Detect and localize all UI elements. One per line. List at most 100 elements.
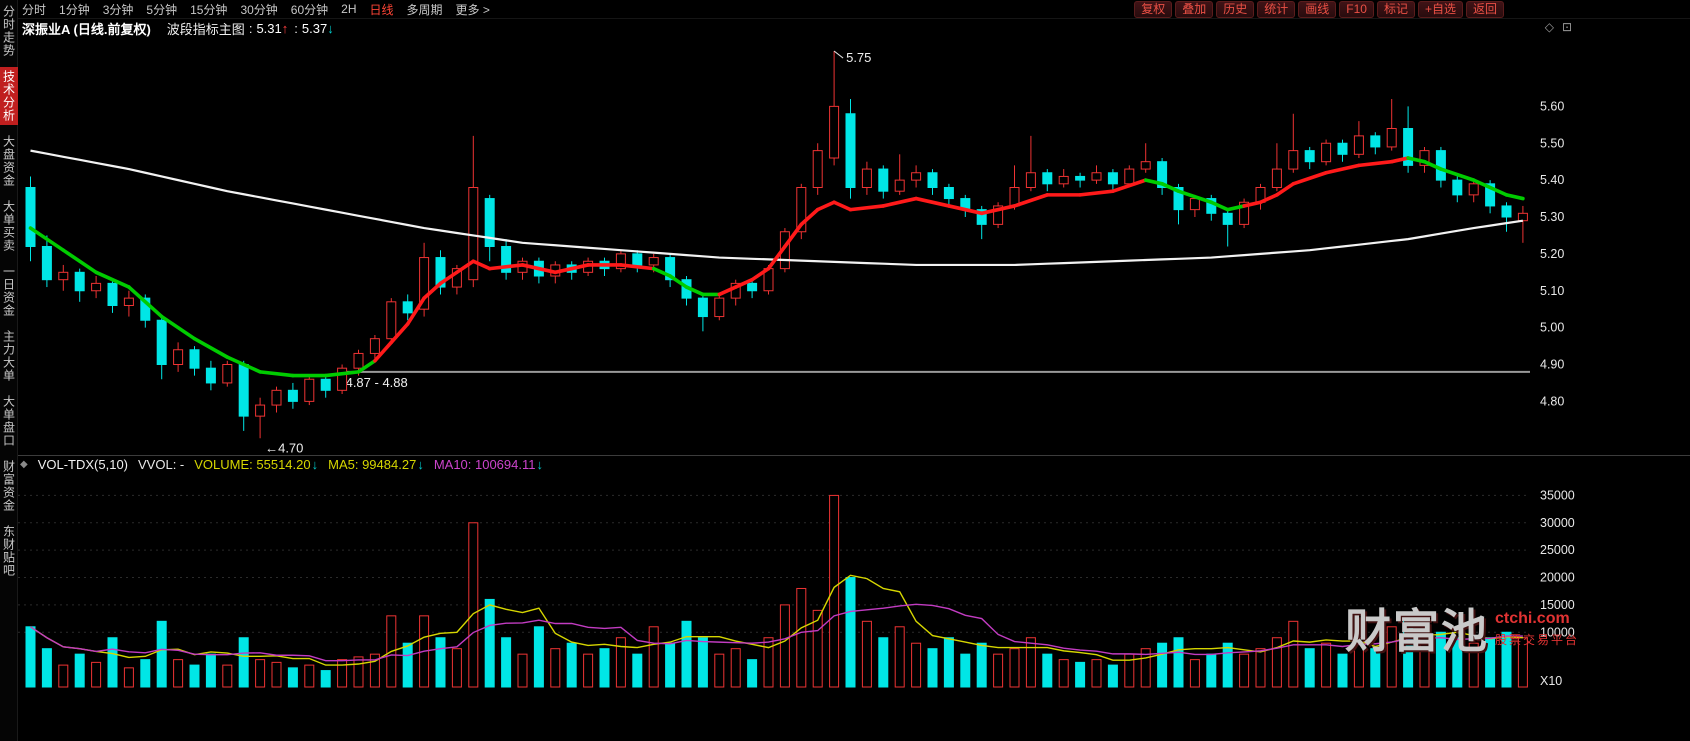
candle-body[interactable] xyxy=(140,297,151,321)
volume-bar[interactable] xyxy=(1206,653,1217,688)
candle-body[interactable] xyxy=(468,187,479,281)
candle-body[interactable] xyxy=(173,349,184,365)
candle-body[interactable] xyxy=(1501,205,1512,218)
candle-body[interactable] xyxy=(337,367,348,391)
volume-bar[interactable] xyxy=(1009,648,1020,688)
candle-body[interactable] xyxy=(501,246,512,273)
candle-body[interactable] xyxy=(41,246,52,281)
volume-bar[interactable] xyxy=(1501,631,1512,688)
diamond-icon[interactable]: ◇ xyxy=(1544,20,1554,34)
candle-body[interactable] xyxy=(665,257,676,281)
candle-body[interactable] xyxy=(976,209,987,225)
candle-body[interactable] xyxy=(1157,161,1168,188)
volume-bar[interactable] xyxy=(402,642,413,688)
volume-bar[interactable] xyxy=(1255,648,1266,688)
volume-bar[interactable] xyxy=(287,667,298,688)
candle-body[interactable] xyxy=(107,282,118,306)
candle-body[interactable] xyxy=(1140,161,1151,170)
candle-body[interactable] xyxy=(58,271,69,281)
candle-body[interactable] xyxy=(878,168,889,192)
candle-body[interactable] xyxy=(943,187,954,200)
volume-bar[interactable] xyxy=(1271,637,1282,688)
candle-body[interactable] xyxy=(435,257,446,288)
volume-bar[interactable] xyxy=(205,653,216,688)
volume-bar[interactable] xyxy=(1075,661,1086,688)
period-tab-9[interactable]: 多周期 xyxy=(406,2,443,17)
volume-bar[interactable] xyxy=(320,670,331,688)
candle-body[interactable] xyxy=(1435,150,1446,181)
candle-body[interactable] xyxy=(238,364,249,417)
candle-body[interactable] xyxy=(615,253,626,270)
candle-body[interactable] xyxy=(1403,128,1414,166)
volume-bar[interactable] xyxy=(747,659,758,688)
sidebar-item-3[interactable]: 大单买卖 xyxy=(1,200,16,252)
volume-bar[interactable] xyxy=(779,604,790,688)
period-tab-10[interactable]: 更多 > xyxy=(455,2,490,17)
toolbar-button-2[interactable]: 历史 xyxy=(1216,0,1255,18)
sidebar-item-4[interactable]: 一日资金 xyxy=(1,265,16,317)
period-tab-0[interactable]: 分时 xyxy=(22,2,47,17)
volume-bar[interactable] xyxy=(91,661,102,688)
candle-body[interactable] xyxy=(796,187,807,233)
candle-body[interactable] xyxy=(1337,142,1348,155)
volume-bar[interactable] xyxy=(993,653,1004,688)
volume-bar[interactable] xyxy=(1435,631,1446,688)
volume-bar[interactable] xyxy=(435,637,446,688)
candle-body[interactable] xyxy=(697,297,708,318)
period-tab-5[interactable]: 30分钟 xyxy=(240,2,278,17)
candle-body[interactable] xyxy=(255,404,266,417)
volume-bar[interactable] xyxy=(878,637,889,688)
period-tab-3[interactable]: 5分钟 xyxy=(146,2,178,17)
candle-body[interactable] xyxy=(845,113,856,188)
volume-bar[interactable] xyxy=(976,642,987,688)
volume-bar[interactable] xyxy=(1157,642,1168,688)
volume-bar[interactable] xyxy=(1288,620,1299,688)
candle-body[interactable] xyxy=(386,301,397,340)
volume-bar[interactable] xyxy=(1239,653,1250,688)
volume-bar[interactable] xyxy=(501,637,512,688)
candle-body[interactable] xyxy=(123,297,134,306)
candle-body[interactable] xyxy=(91,282,102,292)
volume-bar[interactable] xyxy=(1403,620,1414,688)
candle-body[interactable] xyxy=(156,319,167,365)
volume-bar[interactable] xyxy=(451,648,462,688)
candle-body[interactable] xyxy=(1321,142,1332,163)
volume-bar[interactable] xyxy=(763,637,774,688)
candle-body[interactable] xyxy=(74,271,85,292)
candle-body[interactable] xyxy=(1271,168,1282,188)
volume-bar[interactable] xyxy=(681,620,692,688)
candle-body[interactable] xyxy=(1485,183,1496,207)
sidebar-item-0[interactable]: 分时走势 xyxy=(1,5,16,57)
candle-body[interactable] xyxy=(222,364,233,384)
candle-body[interactable] xyxy=(402,301,413,314)
volume-bar[interactable] xyxy=(74,653,85,688)
candle-body[interactable] xyxy=(320,378,331,391)
volume-bar[interactable] xyxy=(599,648,610,688)
volume-bar[interactable] xyxy=(1107,664,1118,688)
period-tab-1[interactable]: 1分钟 xyxy=(59,2,90,17)
volume-bar[interactable] xyxy=(1386,626,1397,688)
volume-bar[interactable] xyxy=(222,664,233,688)
volume-bar[interactable] xyxy=(533,626,544,688)
volume-bar[interactable] xyxy=(1222,642,1233,688)
candle-body[interactable] xyxy=(993,205,1004,225)
candle-body[interactable] xyxy=(304,378,315,402)
volume-bar[interactable] xyxy=(238,637,249,688)
candle-body[interactable] xyxy=(648,257,659,266)
volume-bar[interactable] xyxy=(1468,642,1479,688)
volume-bar[interactable] xyxy=(960,653,971,688)
period-tab-4[interactable]: 15分钟 xyxy=(190,2,228,17)
volume-bar[interactable] xyxy=(1189,659,1200,688)
toolbar-button-5[interactable]: F10 xyxy=(1339,0,1374,18)
volume-bar[interactable] xyxy=(255,659,266,688)
volume-bar[interactable] xyxy=(337,659,348,688)
volume-bar[interactable] xyxy=(1370,648,1381,688)
volume-bar[interactable] xyxy=(615,637,626,688)
toolbar-button-4[interactable]: 画线 xyxy=(1298,0,1337,18)
volume-bar[interactable] xyxy=(943,637,954,688)
volume-bar[interactable] xyxy=(812,609,823,688)
volume-bar[interactable] xyxy=(550,648,561,688)
volume-bar[interactable] xyxy=(1452,637,1463,688)
volume-bar[interactable] xyxy=(1091,659,1102,688)
toolbar-button-3[interactable]: 统计 xyxy=(1257,0,1296,18)
